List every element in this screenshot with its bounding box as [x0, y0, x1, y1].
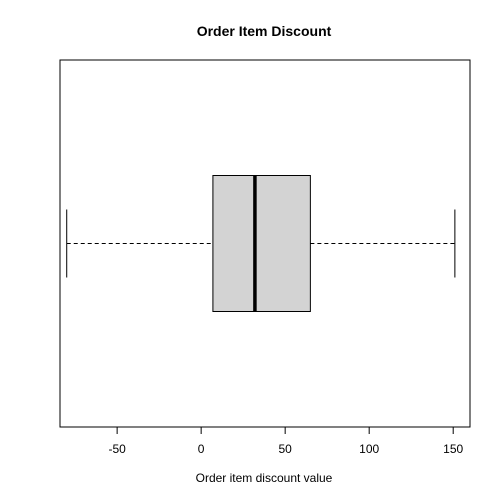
chart-title: Order Item Discount — [197, 23, 332, 39]
x-axis-label: Order item discount value — [196, 471, 333, 485]
interquartile-box — [212, 175, 311, 312]
x-tick-label: 0 — [198, 442, 205, 456]
x-tick-label: -50 — [108, 442, 126, 456]
x-tick-label: 100 — [359, 442, 379, 456]
box-group — [66, 175, 456, 312]
x-axis: -50 0 50 100 150 — [108, 426, 464, 456]
x-tick-label: 150 — [443, 442, 463, 456]
x-tick-label: 50 — [278, 442, 292, 456]
